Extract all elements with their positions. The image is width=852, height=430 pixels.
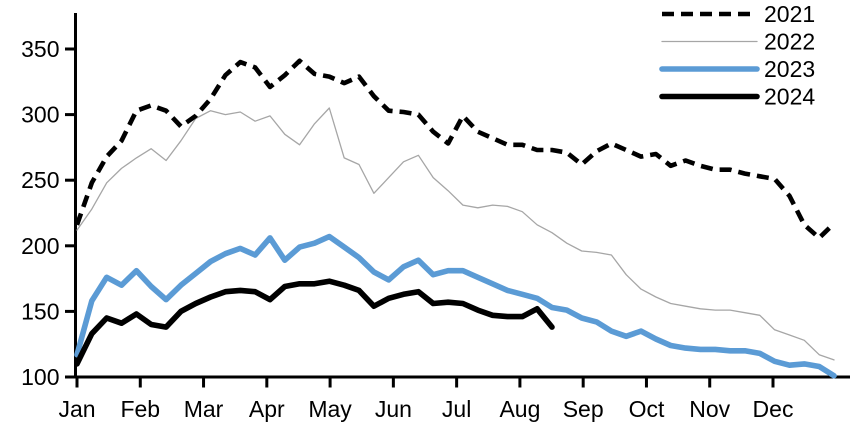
y-tick-label-150: 150 <box>21 298 59 324</box>
legend-item-2021: 2021 <box>662 1 815 27</box>
legend-label-2022: 2022 <box>764 29 815 55</box>
x-tick-label-dec: Dec <box>753 396 794 422</box>
y-tick-label-250: 250 <box>21 167 59 193</box>
x-tick-label-apr: Apr <box>249 396 285 422</box>
x-tick-label-oct: Oct <box>629 396 665 422</box>
x-tick-label-nov: Nov <box>689 396 730 422</box>
x-tick-label-jul: Jul <box>442 396 471 422</box>
y-tick-label-350: 350 <box>21 36 59 62</box>
y-tick-label-100: 100 <box>21 364 59 390</box>
legend-item-2024: 2024 <box>659 84 815 110</box>
x-tick-label-jun: Jun <box>375 396 412 422</box>
x-tick-label-aug: Aug <box>499 396 540 422</box>
legend-label-2021: 2021 <box>764 1 815 27</box>
x-tick-label-sep: Sep <box>563 396 604 422</box>
series-2024-line <box>74 278 555 367</box>
series-2023-line <box>74 233 837 379</box>
x-tick-label-feb: Feb <box>120 396 160 422</box>
x-tick-label-mar: Mar <box>184 396 224 422</box>
y-tick-label-300: 300 <box>21 102 59 128</box>
x-tick-label-may: May <box>308 396 352 422</box>
legend-item-2023: 2023 <box>659 56 815 82</box>
legend-label-2024: 2024 <box>764 84 815 110</box>
series-2021-line <box>74 58 836 241</box>
y-tick-label-200: 200 <box>21 233 59 259</box>
legend-item-2022: 2022 <box>661 29 815 55</box>
legend-label-2023: 2023 <box>764 56 815 82</box>
x-tick-label-jan: Jan <box>58 396 95 422</box>
series-2022-line <box>76 107 835 361</box>
